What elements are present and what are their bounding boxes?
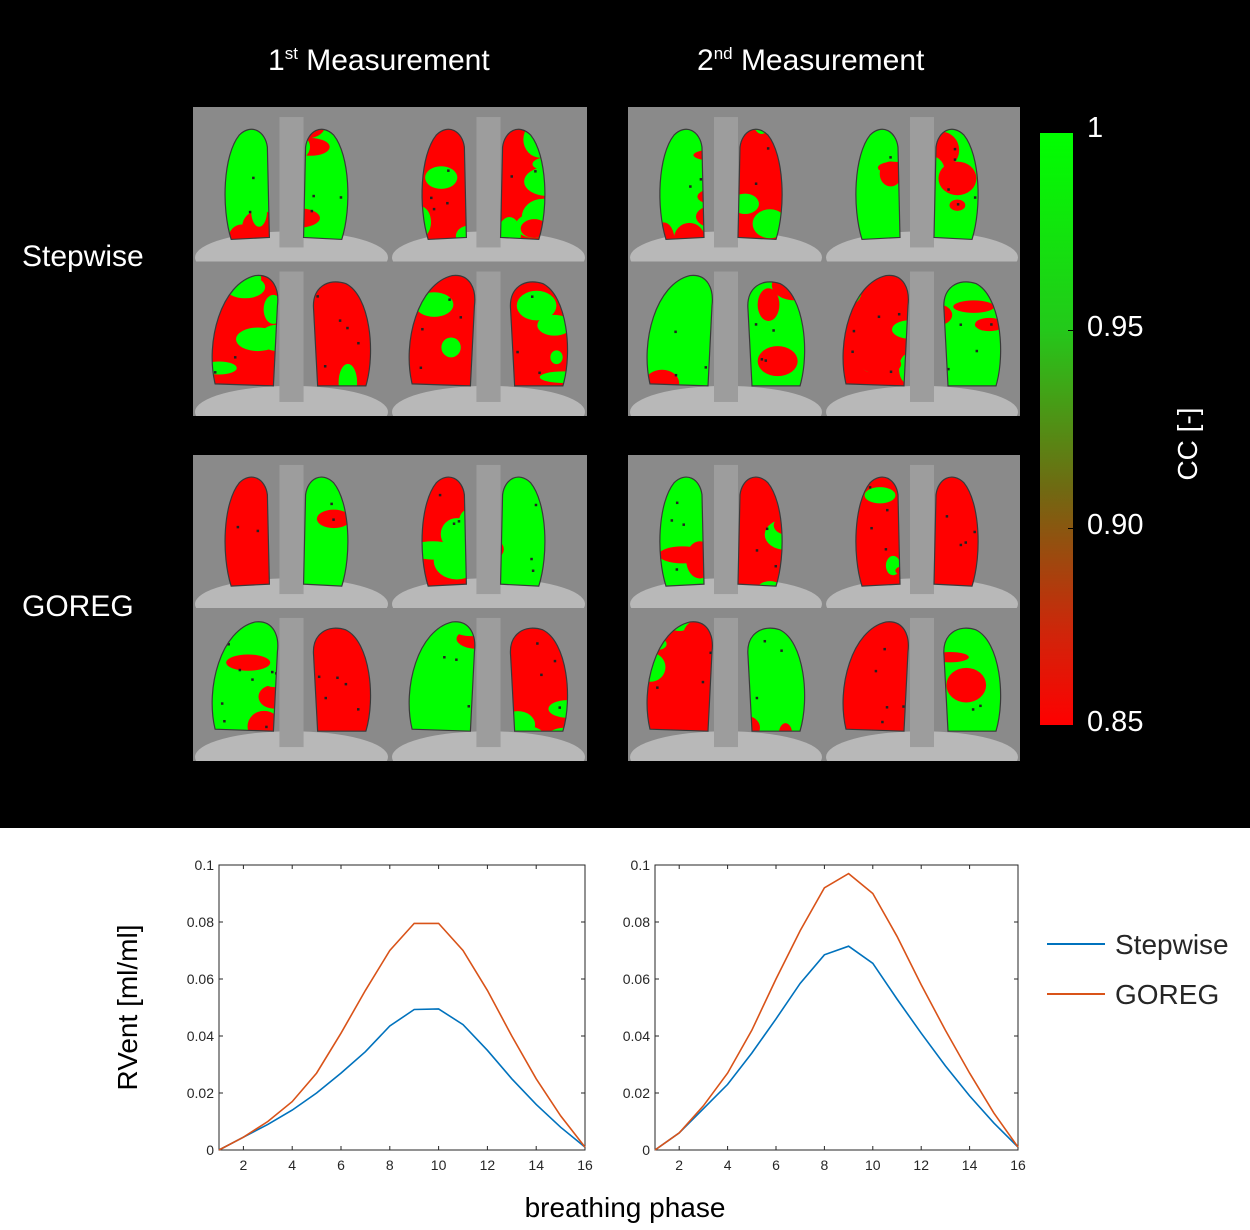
y-tick-label: 0.02	[623, 1085, 650, 1101]
chart-2: 2 4 6 8 10 12 14 16 0 0.02 0.04 0.06 0.08 0.1	[623, 857, 1026, 1173]
image-panel: 1st Measurement 2nd Measurement Stepwise…	[0, 0, 1250, 828]
series-line-stepwise	[218, 1008, 586, 1151]
colorbar-label-1: 1	[1087, 112, 1104, 144]
series-line-goreg	[654, 872, 1019, 1151]
colorbar-tick	[1068, 330, 1076, 331]
y-tick-label: 0.06	[623, 971, 650, 987]
legend-label: Stepwise	[1115, 929, 1229, 960]
x-tick-label: 4	[724, 1157, 732, 1173]
x-tick-label: 6	[772, 1157, 780, 1173]
colorbar-title: CC [-]	[1172, 407, 1203, 481]
y-tick-label: 0.08	[187, 914, 214, 930]
x-tick-label: 2	[675, 1157, 683, 1173]
plot-area	[654, 864, 1019, 1151]
y-tick-label: 0.1	[195, 857, 215, 873]
mri-goreg-measurement-2	[628, 455, 1020, 761]
rvent-plots-svg: 2 4 6 8 10 12 14 16 0 0.02 0.04 0.06 0.08 0.1 RVent [m…	[112, 857, 1229, 1223]
mri-stepwise-measurement-1	[193, 107, 587, 416]
x-tick-label: 12	[913, 1157, 929, 1173]
colorbar-tick	[1068, 528, 1076, 529]
legend-label: GOREG	[1115, 979, 1219, 1010]
x-tick-label: 16	[577, 1157, 593, 1173]
row-label-goreg: GOREG	[22, 590, 134, 623]
row-label-stepwise: Stepwise	[22, 240, 144, 273]
x-tick-label: 4	[288, 1157, 296, 1173]
series-line-stepwise	[654, 945, 1019, 1151]
y-tick-label: 0.02	[187, 1085, 214, 1101]
x-tick-label: 14	[528, 1157, 544, 1173]
y-tick-label: 0.04	[187, 1028, 214, 1044]
plot-area	[218, 864, 586, 1151]
y-tick-label: 0.06	[187, 971, 214, 987]
y-tick-label: 0.1	[631, 857, 651, 873]
chart-1: 2 4 6 8 10 12 14 16 0 0.02 0.04 0.06 0.08 0.1 RVent [m…	[112, 857, 593, 1173]
colorbar	[1040, 133, 1073, 725]
y-tick-label: 0	[206, 1142, 214, 1158]
column-title-first: 1st Measurement	[268, 44, 490, 77]
mri-goreg-measurement-1	[193, 455, 587, 761]
y-axis-label: RVent [ml/ml]	[112, 925, 143, 1091]
x-tick-label: 8	[386, 1157, 394, 1173]
colorbar-label-095: 0.95	[1087, 311, 1144, 343]
legend-entry-goreg: GOREG	[1047, 979, 1219, 1010]
x-tick-label: 6	[337, 1157, 345, 1173]
mri-stepwise-measurement-2	[628, 107, 1020, 416]
x-axis-label: breathing phase	[525, 1192, 726, 1223]
y-tick-label: 0.08	[623, 914, 650, 930]
y-tick-label: 0.04	[623, 1028, 650, 1044]
x-tick-label: 8	[821, 1157, 829, 1173]
series-line-goreg	[218, 922, 586, 1151]
x-tick-label: 16	[1010, 1157, 1026, 1173]
colorbar-label-090: 0.90	[1087, 509, 1144, 541]
rvent-plots: 2 4 6 8 10 12 14 16 0 0.02 0.04 0.06 0.08 0.1 RVent [m…	[0, 828, 1250, 1225]
x-tick-label: 10	[431, 1157, 447, 1173]
x-tick-label: 2	[240, 1157, 248, 1173]
y-tick-label: 0	[642, 1142, 650, 1158]
legend-entry-stepwise: Stepwise	[1047, 929, 1229, 960]
column-title-second: 2nd Measurement	[697, 44, 925, 77]
x-tick-label: 12	[480, 1157, 496, 1173]
colorbar-label-085: 0.85	[1087, 706, 1144, 738]
x-tick-label: 10	[865, 1157, 881, 1173]
x-tick-label: 14	[962, 1157, 978, 1173]
